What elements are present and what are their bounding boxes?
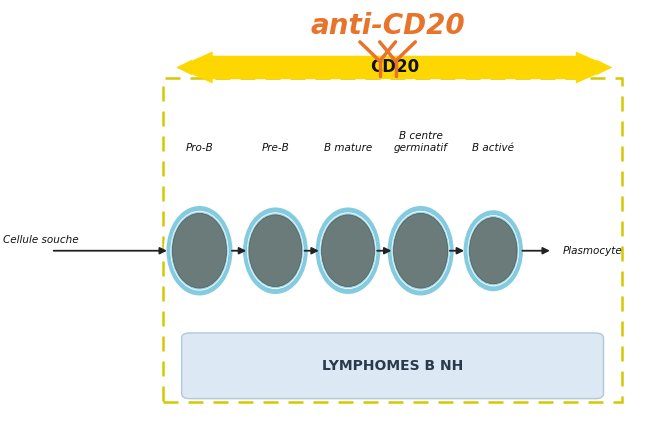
Ellipse shape: [392, 212, 449, 290]
Ellipse shape: [320, 212, 377, 289]
Text: Cellule souche: Cellule souche: [3, 235, 79, 245]
Text: Pre-B: Pre-B: [261, 143, 289, 153]
Ellipse shape: [316, 208, 381, 294]
Ellipse shape: [171, 212, 228, 290]
Ellipse shape: [468, 216, 518, 285]
FancyBboxPatch shape: [182, 333, 603, 399]
Ellipse shape: [392, 211, 450, 290]
Polygon shape: [176, 51, 612, 83]
Text: Pro-B: Pro-B: [186, 143, 213, 153]
Text: B activé: B activé: [472, 143, 514, 153]
Ellipse shape: [467, 215, 519, 286]
Ellipse shape: [463, 210, 523, 291]
Ellipse shape: [388, 206, 453, 296]
Ellipse shape: [248, 213, 303, 288]
Ellipse shape: [243, 208, 308, 294]
Ellipse shape: [172, 214, 227, 288]
Ellipse shape: [166, 206, 233, 296]
Ellipse shape: [469, 218, 517, 284]
Ellipse shape: [461, 208, 525, 293]
Text: anti-CD20: anti-CD20: [310, 12, 465, 40]
Ellipse shape: [322, 215, 375, 287]
Text: B mature: B mature: [324, 143, 372, 153]
Ellipse shape: [164, 204, 235, 298]
Ellipse shape: [394, 214, 448, 288]
Text: CD20: CD20: [370, 58, 419, 76]
Ellipse shape: [320, 213, 376, 288]
Ellipse shape: [314, 205, 383, 296]
Ellipse shape: [170, 211, 229, 290]
Ellipse shape: [386, 204, 455, 298]
Ellipse shape: [241, 205, 310, 296]
Text: LYMPHOMES B NH: LYMPHOMES B NH: [322, 359, 463, 373]
Text: B centre
germinatif: B centre germinatif: [394, 131, 448, 153]
Ellipse shape: [249, 215, 302, 287]
Ellipse shape: [247, 212, 304, 289]
Text: Plasmocyte: Plasmocyte: [563, 246, 623, 256]
